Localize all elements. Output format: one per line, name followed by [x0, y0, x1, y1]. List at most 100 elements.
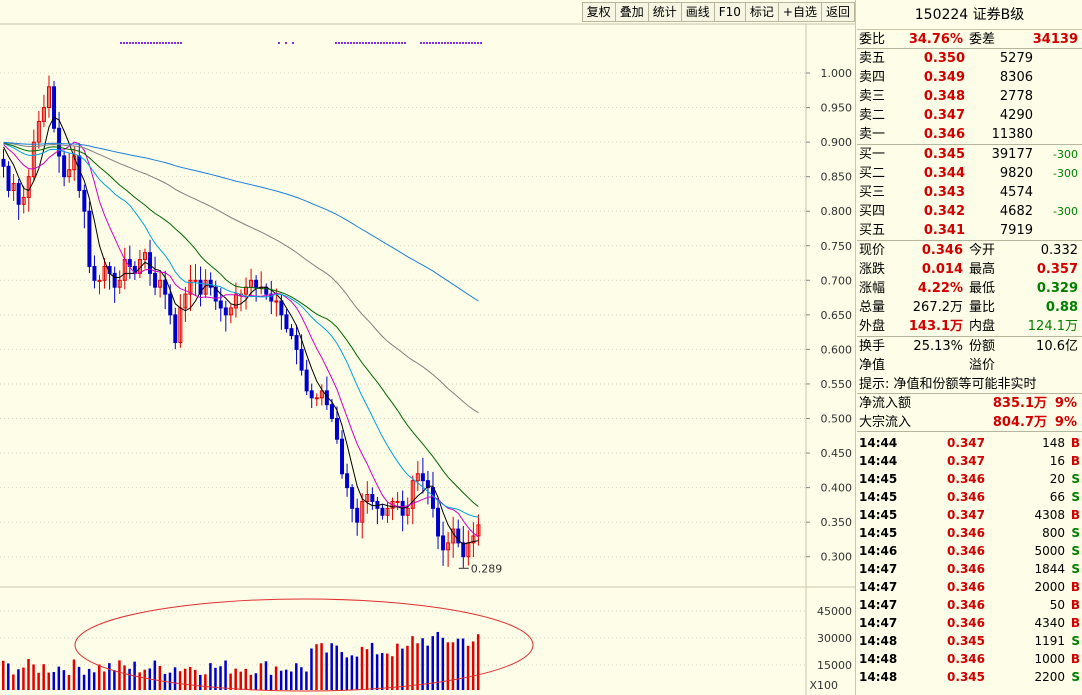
ask-price: 0.350: [923, 51, 965, 66]
volume-bar: [340, 652, 344, 690]
price-tick-label: 0.800: [821, 205, 853, 218]
tick-price: 0.346: [947, 562, 985, 576]
weibi-label: 委比: [859, 32, 886, 47]
tick-volume: 800: [1042, 526, 1065, 540]
volume-bar: [2, 660, 5, 690]
bid-volume: 9820: [999, 166, 1033, 181]
volume-bar: [98, 664, 101, 690]
candle-body: [31, 141, 36, 178]
bid-label: 买四: [859, 204, 886, 219]
volume-bar: [188, 666, 192, 690]
bid-label: 买三: [859, 185, 886, 200]
candle-body: [254, 279, 259, 288]
ma60-line: [3, 142, 479, 414]
signal-dot: [395, 42, 397, 44]
shares-value: 10.6亿: [1036, 339, 1078, 354]
tick-side: S: [1071, 526, 1080, 540]
volume-bar: [113, 670, 116, 690]
signal-dot: [365, 42, 367, 44]
volume-bar: [375, 654, 379, 690]
tick-time: 14:47: [859, 562, 898, 576]
bid-row: 买二 0.344 9820 -300: [857, 164, 1082, 183]
candle-body: [370, 494, 375, 502]
signal-dot: [165, 42, 167, 44]
candle-body: [446, 542, 451, 551]
weicha-value: 34139: [1032, 32, 1078, 47]
tick-side: S: [1071, 472, 1080, 486]
bid-change: -300: [1053, 205, 1078, 218]
block-pct: 9%: [1054, 415, 1077, 430]
signal-dot: [344, 42, 346, 44]
toolbar-button-4[interactable]: F10: [713, 2, 745, 22]
bid-change: [1037, 221, 1082, 240]
candle-body: [67, 169, 72, 178]
bid-volume: 7919: [999, 223, 1033, 238]
toolbar-button-7[interactable]: 返回: [820, 2, 855, 22]
volume-bar: [12, 674, 15, 690]
volume-bar: [406, 645, 409, 690]
toolbar-button-5[interactable]: 标记: [744, 2, 778, 22]
candle-body: [112, 272, 117, 288]
tick-time: 14:45: [859, 526, 898, 540]
toolbar-button-0[interactable]: 复权: [581, 2, 615, 22]
ask-label: 卖二: [859, 108, 886, 123]
volume-bar: [7, 663, 10, 690]
candle-body: [92, 265, 97, 281]
signal-dot: [374, 42, 376, 44]
ma120-line: [3, 141, 479, 302]
volume-bar: [269, 674, 273, 690]
price-tick-label: 0.350: [821, 516, 853, 529]
volume-bar: [411, 636, 414, 690]
bid-volume: 4574: [999, 185, 1033, 200]
volume-bar: [153, 660, 157, 690]
signal-dot: [383, 42, 385, 44]
kline-chart[interactable]: 1.000 0.950 0.900 0.850 0.800 0.750 0.700 0.650…: [0, 0, 856, 695]
volume-bar: [47, 672, 50, 690]
tick-list[interactable]: 14:44 0.347 148 B 14:44 0.347 16 B 14:45 0.346 20 S…: [857, 432, 1082, 686]
ask-volume: 8306: [999, 70, 1033, 85]
toolbar-button-6[interactable]: +自选: [777, 2, 821, 22]
tick-volume: 50: [1049, 598, 1065, 612]
signal-dot: [174, 42, 176, 44]
volume-bar: [234, 668, 237, 690]
toolbar-button-3[interactable]: 画线: [680, 2, 714, 22]
tick-side: S: [1071, 490, 1080, 504]
volume-bar: [17, 669, 20, 690]
signal-dot: [471, 42, 473, 44]
candle-body: [365, 494, 370, 502]
volume-bar: [204, 674, 207, 690]
candle-body: [97, 279, 102, 282]
candle-body: [274, 300, 279, 303]
tick-row: 14:48 0.345 1191 S: [857, 632, 1082, 650]
bid-label: 买五: [859, 223, 886, 238]
stat-label: 总量: [859, 300, 886, 315]
candle-body: [279, 300, 284, 316]
ma10-line: [3, 141, 479, 538]
ask-label: 卖一: [859, 127, 886, 142]
signal-dot: [362, 42, 364, 44]
tick-price: 0.345: [947, 670, 985, 684]
bid-price: 0.341: [923, 223, 965, 238]
kline-chart-area[interactable]: 1.000 0.950 0.900 0.850 0.800 0.750 0.700 0.650…: [0, 0, 856, 695]
stat-value: 0.329: [1036, 281, 1078, 296]
candle-body: [410, 480, 415, 509]
stat-value: 124.1万: [1027, 319, 1078, 334]
tick-time: 14:46: [859, 544, 898, 558]
block-value: 804.7万: [992, 415, 1047, 430]
stat-value: 4.22%: [917, 281, 963, 296]
signal-dot: [132, 42, 134, 44]
tick-price: 0.345: [947, 634, 985, 648]
candle-body: [218, 300, 223, 309]
signal-dot: [335, 42, 337, 44]
toolbar-button-2[interactable]: 统计: [647, 2, 681, 22]
tick-volume: 1000: [1034, 652, 1065, 666]
signal-dot: [432, 42, 434, 44]
stat-label: 最高: [969, 262, 996, 277]
ask-label: 卖四: [859, 70, 886, 85]
volume-bar: [67, 674, 71, 690]
volume-highlight-ellipse: [74, 598, 534, 692]
toolbar-button-1[interactable]: 叠加: [614, 2, 648, 22]
weibi-row: 委比 34.76% 委差 34139: [857, 30, 1082, 49]
volume-bar: [92, 672, 96, 690]
volume-bar: [158, 665, 162, 690]
